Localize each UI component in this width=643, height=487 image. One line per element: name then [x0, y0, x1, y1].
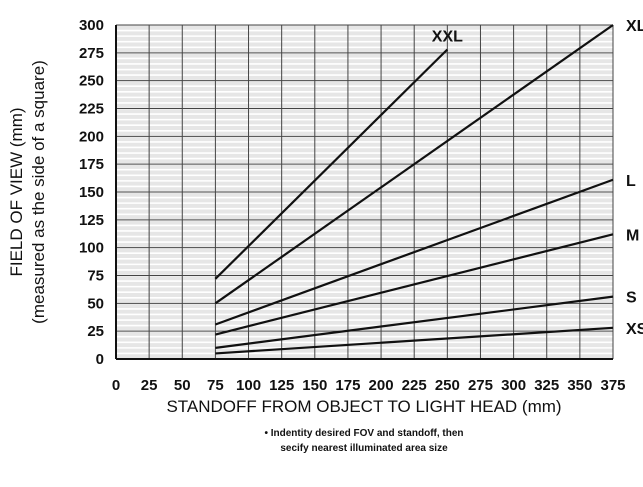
annotation-line-1: • Indentity desired FOV and standoff, th… [264, 428, 463, 439]
x-tick-label: 150 [302, 377, 327, 394]
series-labels: XXL XL L M S XS [432, 18, 643, 338]
series-line-xs [215, 326, 614, 355]
series-line-s [215, 295, 614, 349]
y-tick-label: 225 [79, 101, 104, 118]
y-tick-label: 250 [79, 73, 104, 90]
y-tick-labels: 0 25 50 75 100 125 150 175 200 225 250 275 300 [79, 17, 104, 368]
x-tick-label: 75 [207, 377, 224, 394]
series-label-xs: XS [626, 321, 643, 338]
x-tick-label: 175 [335, 377, 360, 394]
grid [115, 24, 614, 360]
series-label-xxl: XXL [432, 28, 463, 45]
x-tick-label: 25 [141, 377, 158, 394]
x-tick-label: 125 [269, 377, 294, 394]
series-line-m [215, 233, 614, 336]
x-tick-label: 200 [369, 377, 394, 394]
y-tick-label: 25 [87, 323, 104, 340]
y-tick-label: 75 [87, 268, 104, 285]
x-tick-label: 250 [435, 377, 460, 394]
y-axis-subtitle: (measured as the side of a square) [29, 60, 48, 324]
y-tick-label: 150 [79, 184, 104, 201]
x-tick-label: 300 [501, 377, 526, 394]
x-tick-label: 350 [567, 377, 592, 394]
x-tick-label: 0 [112, 377, 120, 394]
x-tick-labels: 0 25 50 75 100 125 150 175 200 225 250 275 300 325 350… [112, 377, 626, 394]
x-axis-title: STANDOFF FROM OBJECT TO LIGHT HEAD (mm) [166, 397, 561, 416]
series-label-xl: XL [626, 18, 643, 35]
y-tick-label: 275 [79, 45, 104, 62]
y-tick-label: 125 [79, 212, 104, 229]
x-tick-label: 50 [174, 377, 191, 394]
series-line-xl [214, 24, 614, 305]
y-tick-label: 100 [79, 240, 104, 257]
series-line-xxl [214, 48, 449, 280]
x-tick-label: 100 [236, 377, 261, 394]
y-tick-label: 200 [79, 128, 104, 145]
y-axis-title: FIELD OF VIEW (mm) [7, 107, 26, 276]
series-label-s: S [626, 290, 637, 307]
series-line-l [215, 178, 614, 326]
annotation-line-2: secify nearest illuminated area size [280, 443, 448, 454]
y-tick-label: 50 [87, 295, 104, 312]
y-tick-label: 175 [79, 156, 104, 173]
x-tick-label: 325 [534, 377, 559, 394]
y-tick-label: 300 [79, 17, 104, 34]
y-tick-label: 0 [96, 351, 104, 368]
series-lines [214, 24, 614, 355]
x-tick-label: 375 [600, 377, 625, 394]
series-label-l: L [626, 173, 636, 190]
x-tick-label: 275 [468, 377, 493, 394]
series-label-m: M [626, 227, 639, 244]
x-tick-label: 225 [402, 377, 427, 394]
